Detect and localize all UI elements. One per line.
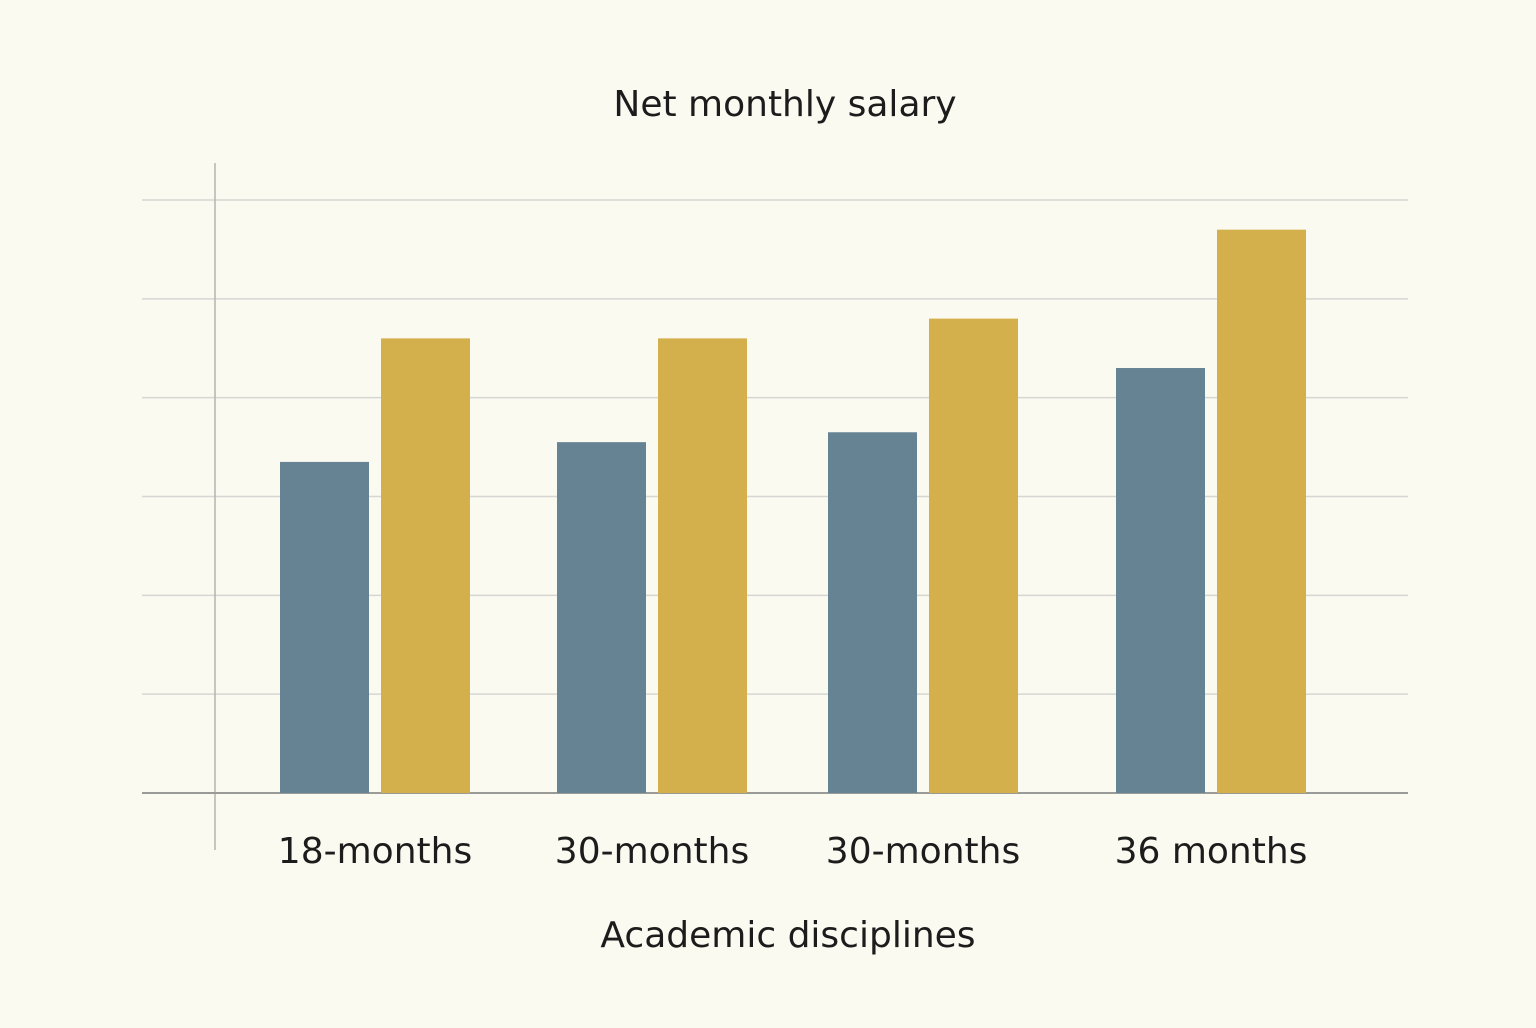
bar-1-2: [557, 442, 646, 793]
bar-1-4: [1116, 368, 1205, 793]
x-tick-labels: 18-months 30-months 30-months 36 months: [278, 831, 1308, 872]
bar-2-4: [1217, 229, 1306, 793]
x-tick-label: 18-months: [278, 831, 472, 872]
chart-title: Net monthly salary: [613, 84, 956, 125]
bar-1-3: [828, 432, 917, 793]
x-axis-label: Academic disciplines: [600, 915, 975, 956]
bar-1-1: [280, 461, 369, 793]
x-tick-label: 30-months: [826, 831, 1020, 872]
x-tick-label: 30-months: [555, 831, 749, 872]
bar-2-1: [381, 338, 470, 793]
x-tick-label: 36 months: [1115, 831, 1308, 872]
bars: [280, 229, 1306, 793]
bar-2-3: [929, 318, 1018, 793]
bar-2-2: [658, 338, 747, 793]
